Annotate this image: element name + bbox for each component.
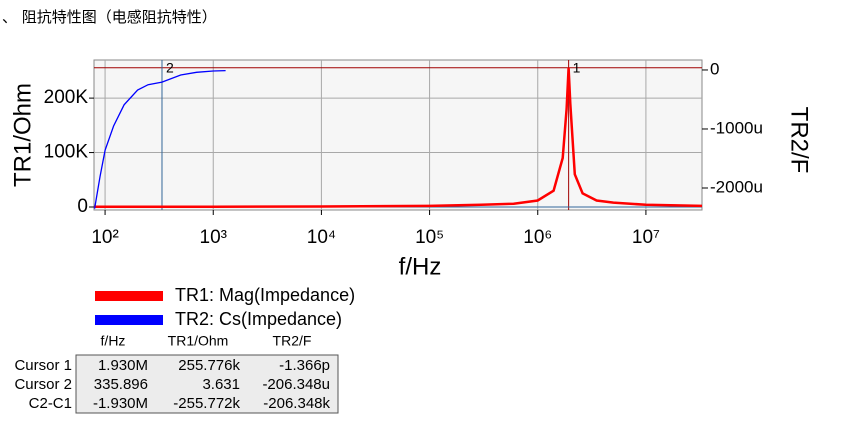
row-label: Cursor 2 bbox=[14, 376, 72, 393]
x-axis-label: f/Hz bbox=[399, 253, 442, 280]
y2-tick-label: 0 bbox=[710, 59, 719, 78]
legend-label: TR2: Cs(Impedance) bbox=[175, 309, 342, 329]
plot-area bbox=[93, 59, 703, 211]
y2-axis-label: TR2/F bbox=[786, 107, 813, 174]
cell: 335.896 bbox=[94, 376, 148, 393]
x-tick-label: 10⁴ bbox=[307, 227, 336, 248]
cursor-label: 1 bbox=[573, 60, 581, 76]
y-axis-label: TR1/Ohm bbox=[9, 83, 36, 187]
row-label: C2-C1 bbox=[29, 395, 72, 412]
y-tick-label: 0 bbox=[77, 196, 88, 217]
y-tick-label: 200K bbox=[44, 87, 89, 108]
table-header: TR1/Ohm bbox=[168, 333, 229, 349]
x-tick-label: 10² bbox=[91, 227, 118, 248]
x-tick-label: 10³ bbox=[200, 227, 227, 248]
x-tick-label: 10⁶ bbox=[523, 227, 552, 248]
table-header: f/Hz bbox=[101, 333, 126, 349]
x-tick-label: 10⁵ bbox=[415, 227, 444, 248]
legend-swatch bbox=[95, 291, 163, 301]
cell: 3.631 bbox=[202, 376, 240, 393]
cell: -206.348u bbox=[262, 376, 330, 393]
series-line bbox=[94, 67, 703, 209]
y-tick-label: 100K bbox=[44, 142, 89, 163]
series-line bbox=[93, 69, 226, 209]
y2-tick-label: -1000u bbox=[710, 118, 763, 137]
table-header: TR2/F bbox=[273, 333, 312, 349]
cursor-label: 2 bbox=[166, 60, 174, 76]
cell: -1.366p bbox=[279, 357, 330, 374]
row-label: Cursor 1 bbox=[14, 357, 72, 374]
cell: -206.348k bbox=[263, 395, 330, 412]
x-tick-label: 10⁷ bbox=[632, 227, 660, 248]
cell: -255.772k bbox=[173, 395, 240, 412]
legend-swatch bbox=[95, 315, 163, 325]
cell: -1.930M bbox=[93, 395, 148, 412]
cell: 255.776k bbox=[178, 357, 240, 374]
cell: 1.930M bbox=[98, 357, 148, 374]
heading: 、 阻抗特性图（电感阻抗特性） bbox=[2, 8, 217, 26]
legend-label: TR1: Mag(Impedance) bbox=[175, 285, 355, 305]
y2-tick-label: -2000u bbox=[710, 177, 763, 196]
table-box bbox=[75, 354, 339, 414]
